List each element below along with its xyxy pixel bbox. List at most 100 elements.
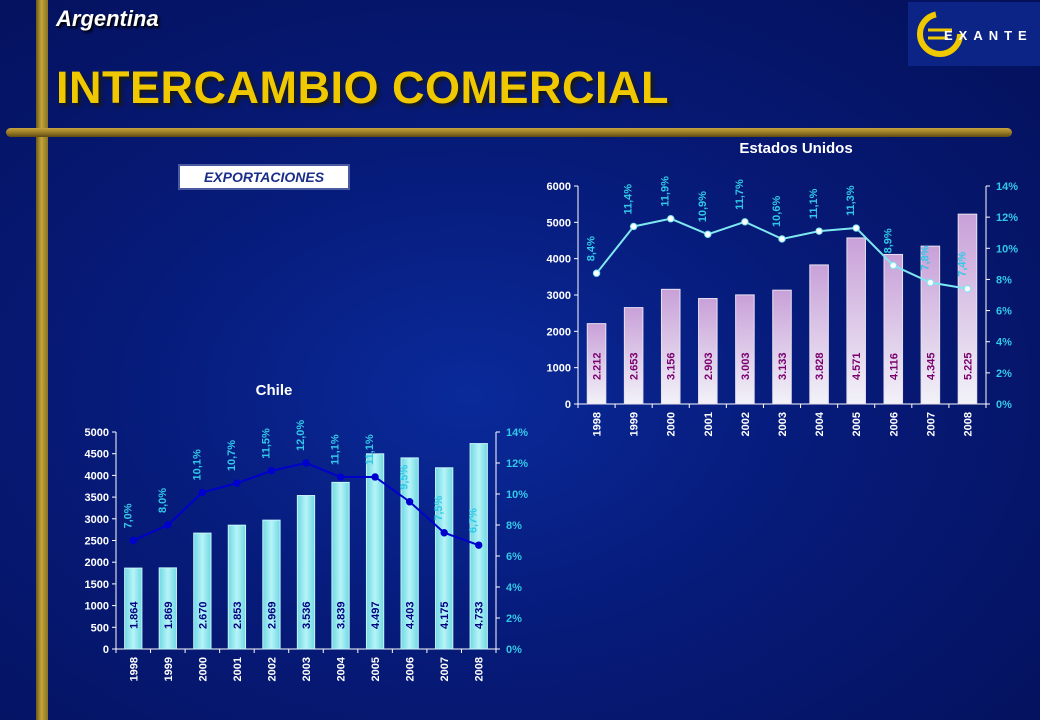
y-tick-label-right: 4% bbox=[996, 337, 1012, 349]
x-tick-label: 1998 bbox=[592, 412, 604, 436]
y-tick-label-left: 4500 bbox=[85, 449, 109, 461]
pct-marker bbox=[741, 218, 749, 226]
pct-marker bbox=[889, 261, 897, 270]
bar-value-label: 3.536 bbox=[301, 601, 313, 629]
pct-marker bbox=[852, 224, 860, 232]
bar-value-label: 1.869 bbox=[163, 601, 175, 629]
y-tick-label-right: 8% bbox=[506, 520, 522, 532]
pct-label: 11,3% bbox=[845, 185, 857, 216]
pct-marker bbox=[815, 227, 823, 235]
y-tick-label-right: 10% bbox=[506, 489, 528, 501]
bar bbox=[846, 237, 866, 405]
y-tick-label-right: 12% bbox=[996, 212, 1018, 224]
bar bbox=[158, 567, 177, 650]
exante-logo bbox=[908, 2, 1040, 66]
x-tick-label: 2008 bbox=[474, 657, 486, 681]
x-tick-label: 1999 bbox=[163, 657, 175, 681]
bar bbox=[883, 253, 904, 405]
y-tick-label-left: 5000 bbox=[85, 427, 109, 439]
logo-mark-icon bbox=[917, 11, 963, 57]
y-tick-label-left: 3500 bbox=[85, 492, 109, 504]
pct-label: 8,4% bbox=[586, 236, 598, 261]
y-tick-label-right: 10% bbox=[996, 243, 1018, 255]
x-tick-label: 2003 bbox=[777, 412, 789, 436]
x-tick-label: 2008 bbox=[962, 412, 974, 436]
bar-value-label: 4.733 bbox=[474, 601, 486, 629]
bar bbox=[193, 532, 212, 650]
pct-marker bbox=[778, 235, 786, 243]
bar-value-label: 3.828 bbox=[814, 352, 826, 380]
y-tick-label-left: 1000 bbox=[85, 601, 109, 613]
bar-value-label: 3.156 bbox=[666, 352, 678, 380]
bar-value-label: 2.212 bbox=[592, 352, 604, 380]
bar-value-label: 4.497 bbox=[370, 601, 382, 629]
x-tick-label: 2001 bbox=[703, 412, 715, 436]
pct-label: 7,4% bbox=[956, 251, 968, 276]
vertical-gold-bar bbox=[36, 0, 48, 720]
bar bbox=[365, 453, 385, 650]
x-tick-label: 2004 bbox=[814, 411, 826, 436]
x-tick-label: 2005 bbox=[851, 412, 863, 436]
bar-value-label: 2.969 bbox=[266, 601, 278, 629]
pct-label: 7,8% bbox=[919, 245, 931, 270]
y-tick-label-left: 500 bbox=[91, 622, 109, 634]
us-chart-title: Estados Unidos bbox=[739, 140, 853, 157]
bar bbox=[920, 245, 941, 405]
pct-label: 10,6% bbox=[771, 196, 783, 227]
bar-value-label: 4.116 bbox=[888, 353, 900, 380]
pct-label: 7,0% bbox=[122, 503, 134, 528]
pct-label: 9,5% bbox=[399, 464, 411, 489]
bar bbox=[296, 495, 316, 650]
us-chart: 0 1000 2000 3000 4000 5000 6000 0% 2% 4% 6% 8% 10% 12… bbox=[547, 176, 1019, 437]
y-tick-label-right: 2% bbox=[506, 613, 522, 625]
x-tick-label: 2006 bbox=[405, 657, 417, 681]
pct-marker bbox=[371, 473, 379, 481]
y-tick-label-left: 2000 bbox=[547, 326, 571, 338]
pct-marker bbox=[704, 230, 712, 238]
pct-label: 11,4% bbox=[623, 184, 635, 215]
pct-label: 10,9% bbox=[697, 191, 709, 222]
y-tick-label-right: 0% bbox=[996, 399, 1012, 411]
bar bbox=[735, 294, 755, 405]
y-tick-label-left: 3000 bbox=[547, 290, 571, 302]
pct-label: 7,5% bbox=[433, 495, 445, 520]
y-tick-label-left: 1000 bbox=[547, 363, 571, 375]
pct-label: 11,1% bbox=[330, 434, 342, 465]
pct-marker bbox=[926, 278, 935, 287]
x-tick-label: 2006 bbox=[888, 412, 900, 436]
bar bbox=[698, 298, 718, 405]
bar bbox=[262, 519, 281, 650]
country-label: Argentina bbox=[56, 6, 159, 31]
x-tick-label: 2003 bbox=[301, 657, 313, 681]
y-tick-label-left: 3000 bbox=[85, 514, 109, 526]
bar-value-label: 2.653 bbox=[629, 352, 641, 380]
x-tick-label: 1998 bbox=[128, 657, 140, 681]
bar-value-label: 3.003 bbox=[740, 352, 752, 380]
y-tick-label-right: 6% bbox=[996, 306, 1012, 318]
pct-label: 10,7% bbox=[226, 440, 238, 471]
pct-marker bbox=[963, 285, 972, 293]
bar bbox=[435, 467, 454, 650]
bar-value-label: 2.903 bbox=[703, 352, 715, 380]
exportaciones-badge: EXPORTACIONES bbox=[178, 164, 350, 190]
x-tick-label: 2002 bbox=[740, 412, 752, 436]
y-tick-label-left: 4000 bbox=[547, 254, 571, 266]
pct-label: 11,7% bbox=[734, 179, 746, 210]
pct-marker bbox=[629, 222, 638, 231]
pct-marker bbox=[267, 467, 276, 475]
pct-label: 11,5% bbox=[260, 428, 272, 459]
pct-line bbox=[595, 217, 968, 290]
x-tick-label: 2001 bbox=[232, 657, 244, 681]
logo-text: EXANTE bbox=[944, 28, 1033, 43]
chile-chart: 0 500 1000 1500 2000 2500 3000 3500 4000 4500 5000… bbox=[85, 420, 529, 682]
pct-label: 8,9% bbox=[882, 228, 894, 253]
bar bbox=[227, 524, 247, 650]
bar bbox=[586, 323, 607, 405]
bar-value-label: 4.571 bbox=[851, 352, 863, 380]
pct-marker bbox=[405, 498, 414, 506]
pct-label: 6,7% bbox=[468, 508, 480, 533]
bar-value-label: 1.864 bbox=[128, 601, 140, 629]
x-tick-label: 2005 bbox=[370, 657, 382, 681]
pct-marker bbox=[129, 536, 137, 545]
bar-value-label: 4.345 bbox=[925, 352, 937, 380]
